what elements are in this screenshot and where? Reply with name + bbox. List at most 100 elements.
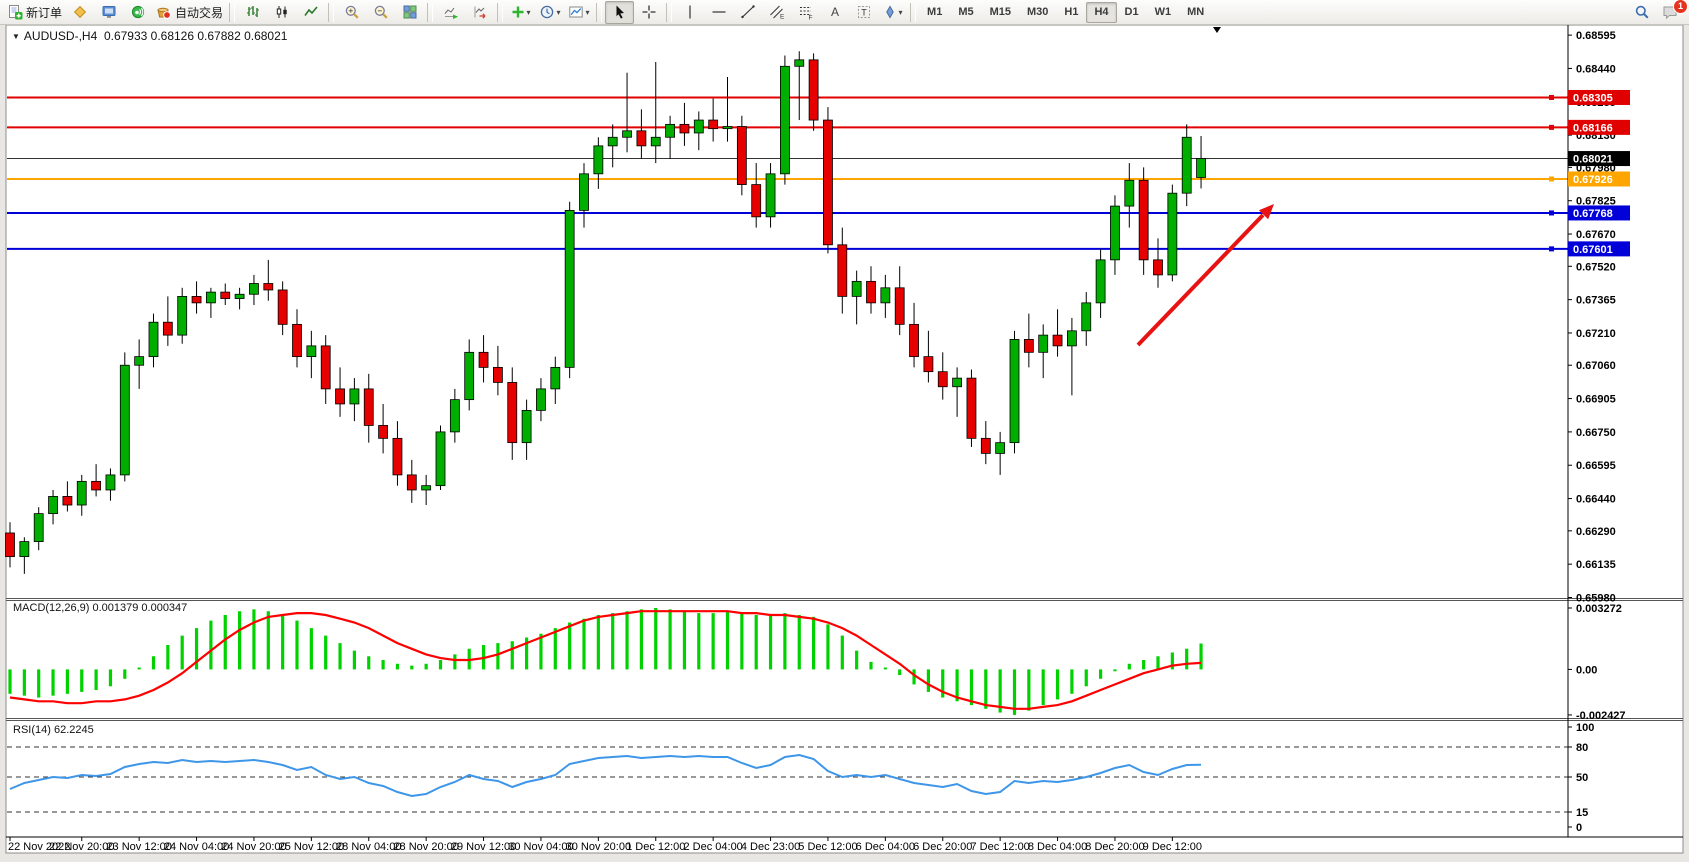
- timeframe-h4-button[interactable]: H4: [1086, 1, 1117, 23]
- timeframe-m5-button[interactable]: M5: [958, 6, 974, 18]
- bar-chart-icon: [245, 4, 261, 20]
- svg-text:29 Nov 12:00: 29 Nov 12:00: [451, 841, 516, 853]
- svg-text:15: 15: [1576, 807, 1588, 819]
- svg-text:28 Nov 20:00: 28 Nov 20:00: [393, 841, 458, 853]
- svg-text:0.67601: 0.67601: [1573, 244, 1613, 256]
- text-label-icon: T: [856, 4, 872, 20]
- zoom-in-button[interactable]: [337, 1, 366, 24]
- signals-button[interactable]: [123, 1, 152, 24]
- timeframe-h1-button[interactable]: H1: [1064, 6, 1079, 18]
- text-label-button[interactable]: T: [849, 1, 878, 24]
- svg-text:0.67210: 0.67210: [1576, 328, 1616, 340]
- trendline-button[interactable]: [733, 1, 762, 24]
- chart-shift-button[interactable]: [465, 1, 494, 24]
- svg-text:30 Nov 04:00: 30 Nov 04:00: [508, 841, 573, 853]
- svg-text:0.66135: 0.66135: [1576, 559, 1616, 571]
- ohlc-values: 0.67933 0.68126 0.67882 0.68021: [103, 29, 288, 43]
- svg-text:0.66905: 0.66905: [1576, 394, 1616, 406]
- svg-text:2 Dec 04:00: 2 Dec 04:00: [683, 841, 742, 853]
- svg-text:8 Dec 20:00: 8 Dec 20:00: [1085, 841, 1144, 853]
- svg-text:0.00: 0.00: [1576, 664, 1597, 676]
- svg-text:100: 100: [1576, 722, 1594, 734]
- toolbar-separator: [229, 2, 236, 22]
- mql-editor-icon: [72, 4, 88, 20]
- chart-shift-icon: [472, 4, 488, 20]
- svg-text:4 Dec 23:00: 4 Dec 23:00: [741, 841, 800, 853]
- toolbar-separator: [666, 2, 673, 22]
- arrows-shapes-button[interactable]: ▾: [878, 1, 907, 24]
- rsi-indicator-label: RSI(14) 62.2245: [13, 724, 94, 736]
- shapes-icon: [883, 4, 897, 20]
- periods-button[interactable]: ▾: [535, 1, 564, 24]
- timeframe-m15-button[interactable]: M15: [989, 6, 1011, 18]
- svg-text:-0.002427: -0.002427: [1576, 710, 1626, 722]
- svg-text:0.68021: 0.68021: [1573, 154, 1613, 166]
- tile-windows-icon: [402, 4, 418, 20]
- chevron-down-icon: ▾: [526, 7, 531, 17]
- timeframe-d1-button[interactable]: D1: [1124, 6, 1139, 18]
- timeframe-m1-button[interactable]: M1: [927, 6, 943, 18]
- svg-text:22 Nov 20:00: 22 Nov 20:00: [49, 841, 114, 853]
- zoom-out-icon: [373, 4, 389, 20]
- notifications-button[interactable]: 1: [1656, 0, 1688, 24]
- zoom-out-button[interactable]: [366, 1, 395, 24]
- last-bar-marker: [1213, 27, 1221, 33]
- svg-text:0.68595: 0.68595: [1576, 30, 1616, 42]
- candlestick-chart-icon: [274, 4, 290, 20]
- svg-text:30 Nov 20:00: 30 Nov 20:00: [566, 841, 631, 853]
- svg-text:E: E: [780, 14, 785, 21]
- svg-text:28 Nov 04:00: 28 Nov 04:00: [336, 841, 401, 853]
- autotrading-icon: [155, 4, 172, 20]
- chart-title-bar: ▼ AUDUSD-,H4 0.67933 0.68126 0.67882 0.68…: [12, 29, 287, 43]
- new-order-button[interactable]: 新订单: [4, 1, 65, 24]
- search-button[interactable]: [1627, 1, 1656, 24]
- autotrading-button[interactable]: 自动交易: [152, 1, 226, 24]
- timeframe-w1-button[interactable]: W1: [1154, 6, 1172, 18]
- tile-windows-button[interactable]: [395, 1, 424, 24]
- svg-text:24 Nov 20:00: 24 Nov 20:00: [221, 841, 286, 853]
- timeframe-mn-button[interactable]: MN: [1187, 6, 1205, 18]
- new-order-icon: [7, 4, 23, 20]
- timeframe-m30-button[interactable]: M30: [1027, 6, 1049, 18]
- horizontal-line-button[interactable]: [704, 1, 733, 24]
- svg-text:0.68305: 0.68305: [1573, 92, 1613, 104]
- chart-candles-button[interactable]: [267, 1, 296, 24]
- equidistant-channel-button[interactable]: E: [762, 1, 791, 24]
- collapse-icon[interactable]: ▼: [12, 32, 20, 41]
- vertical-line-button[interactable]: [675, 1, 704, 24]
- templates-button[interactable]: ▾: [564, 1, 593, 24]
- trend-arrow[interactable]: [1136, 204, 1274, 347]
- horizontal-level-lines[interactable]: [7, 94, 1568, 252]
- svg-text:6 Dec 20:00: 6 Dec 20:00: [913, 841, 972, 853]
- svg-text:A: A: [831, 5, 839, 19]
- macd-signal-line: [9, 610, 1202, 710]
- main-toolbar: 新订单 自动交易 ▾ ▾: [0, 0, 1689, 25]
- timeframe-group: M1 M5 M15 M30 H1 H4 D1 W1 MN: [919, 1, 1212, 23]
- svg-text:1 Dec 12:00: 1 Dec 12:00: [626, 841, 685, 853]
- chart-line-button[interactable]: [296, 1, 325, 24]
- svg-text:0.67365: 0.67365: [1576, 295, 1616, 307]
- auto-scroll-button[interactable]: [436, 1, 465, 24]
- chart-bars-button[interactable]: [238, 1, 267, 24]
- svg-text:0.66595: 0.66595: [1576, 460, 1616, 472]
- cursor-button[interactable]: [605, 0, 635, 24]
- auto-scroll-icon: [443, 4, 459, 20]
- market-watch-button[interactable]: [94, 1, 123, 24]
- svg-text:0.67768: 0.67768: [1573, 208, 1613, 220]
- svg-text:0.66290: 0.66290: [1576, 526, 1616, 538]
- candlestick-series[interactable]: [5, 51, 1206, 574]
- mql-editor-button[interactable]: [65, 1, 94, 24]
- svg-text:22 Nov 2022: 22 Nov 2022: [8, 841, 70, 853]
- fibonacci-button[interactable]: F: [791, 1, 820, 24]
- new-order-label: 新订单: [26, 5, 63, 20]
- signals-icon: [130, 4, 146, 20]
- indicators-button[interactable]: ▾: [506, 1, 535, 24]
- crosshair-button[interactable]: [634, 1, 663, 24]
- svg-text:0.003272: 0.003272: [1576, 603, 1622, 615]
- svg-text:5 Dec 12:00: 5 Dec 12:00: [798, 841, 857, 853]
- clock-icon: [539, 4, 555, 20]
- text-button[interactable]: A: [820, 1, 849, 24]
- cursor-icon: [612, 4, 627, 20]
